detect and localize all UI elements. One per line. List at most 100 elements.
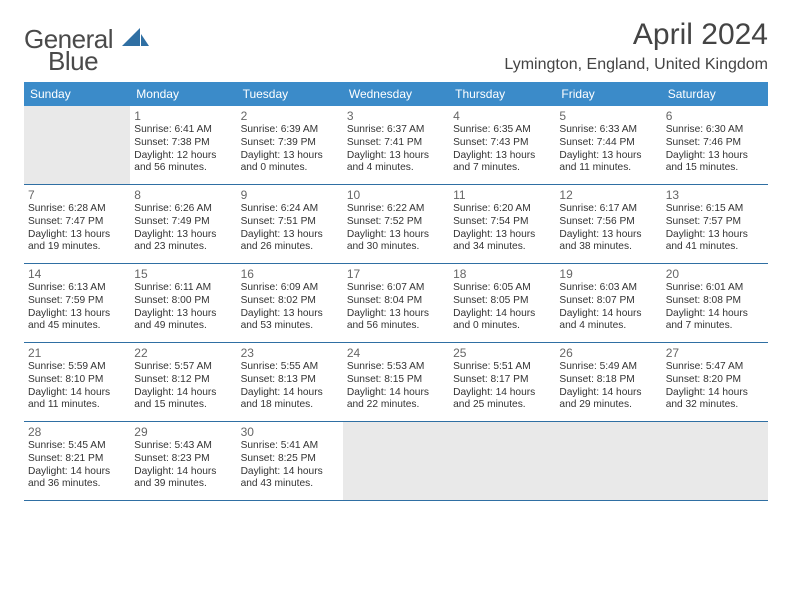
dayhead-sunday: Sunday (24, 82, 130, 106)
calendar-cell (449, 422, 555, 500)
day-info-line: Sunset: 8:17 PM (453, 374, 551, 387)
day-info-line: Sunrise: 6:26 AM (134, 203, 232, 216)
day-info-line: Sunset: 7:47 PM (28, 216, 126, 229)
day-info-line: Daylight: 12 hours (134, 150, 232, 163)
calendar-cell: 28Sunrise: 5:45 AMSunset: 8:21 PMDayligh… (24, 422, 130, 500)
calendar-cell: 16Sunrise: 6:09 AMSunset: 8:02 PMDayligh… (237, 264, 343, 342)
dayhead-saturday: Saturday (662, 82, 768, 106)
calendar-cell: 15Sunrise: 6:11 AMSunset: 8:00 PMDayligh… (130, 264, 236, 342)
day-info-line: Daylight: 14 hours (241, 466, 339, 479)
day-info-line: Sunrise: 5:49 AM (559, 361, 657, 374)
day-number: 12 (559, 188, 657, 202)
calendar-cell: 25Sunrise: 5:51 AMSunset: 8:17 PMDayligh… (449, 343, 555, 421)
weeks-container: 1Sunrise: 6:41 AMSunset: 7:38 PMDaylight… (24, 106, 768, 501)
day-number: 5 (559, 109, 657, 123)
day-info-line: Sunrise: 5:45 AM (28, 440, 126, 453)
day-number: 25 (453, 346, 551, 360)
day-info-line: Sunrise: 6:05 AM (453, 282, 551, 295)
day-info-line: Daylight: 13 hours (559, 150, 657, 163)
day-info-line: Daylight: 13 hours (28, 308, 126, 321)
day-number: 7 (28, 188, 126, 202)
dayhead-tuesday: Tuesday (237, 82, 343, 106)
day-info-line: and 56 minutes. (134, 162, 232, 175)
dayhead-thursday: Thursday (449, 82, 555, 106)
day-number: 2 (241, 109, 339, 123)
calendar-cell: 26Sunrise: 5:49 AMSunset: 8:18 PMDayligh… (555, 343, 661, 421)
day-number: 11 (453, 188, 551, 202)
day-info-line: Sunset: 8:18 PM (559, 374, 657, 387)
day-info-line: and 19 minutes. (28, 241, 126, 254)
day-info-line: Sunset: 8:15 PM (347, 374, 445, 387)
day-number: 29 (134, 425, 232, 439)
day-info-line: Sunset: 8:23 PM (134, 453, 232, 466)
logo-text-blue: Blue (48, 46, 98, 76)
day-info-line: Sunset: 8:20 PM (666, 374, 764, 387)
day-info-line: Daylight: 13 hours (559, 229, 657, 242)
logo-sail-icon (122, 24, 150, 55)
day-number: 6 (666, 109, 764, 123)
day-number: 14 (28, 267, 126, 281)
day-number: 10 (347, 188, 445, 202)
day-number: 8 (134, 188, 232, 202)
day-info-line: Sunrise: 5:51 AM (453, 361, 551, 374)
header-right: April 2024 Lymington, England, United Ki… (504, 18, 768, 74)
calendar-cell: 4Sunrise: 6:35 AMSunset: 7:43 PMDaylight… (449, 106, 555, 184)
day-info-line: and 38 minutes. (559, 241, 657, 254)
day-info-line: Daylight: 13 hours (241, 229, 339, 242)
day-info-line: Sunrise: 5:55 AM (241, 361, 339, 374)
day-info-line: Daylight: 13 hours (347, 308, 445, 321)
day-number: 17 (347, 267, 445, 281)
calendar-cell: 10Sunrise: 6:22 AMSunset: 7:52 PMDayligh… (343, 185, 449, 263)
day-info-line: Sunset: 8:04 PM (347, 295, 445, 308)
day-info-line: Sunset: 7:38 PM (134, 137, 232, 150)
day-info-line: and 0 minutes. (453, 320, 551, 333)
day-info-line: Daylight: 14 hours (134, 387, 232, 400)
day-info-line: Sunrise: 5:41 AM (241, 440, 339, 453)
day-info-line: Sunset: 7:54 PM (453, 216, 551, 229)
day-info-line: and 4 minutes. (347, 162, 445, 175)
day-info-line: Sunset: 8:00 PM (134, 295, 232, 308)
day-header-row: Sunday Monday Tuesday Wednesday Thursday… (24, 82, 768, 106)
day-number: 1 (134, 109, 232, 123)
day-info-line: Sunset: 7:39 PM (241, 137, 339, 150)
day-number: 23 (241, 346, 339, 360)
calendar-cell: 24Sunrise: 5:53 AMSunset: 8:15 PMDayligh… (343, 343, 449, 421)
day-info-line: and 15 minutes. (666, 162, 764, 175)
calendar-cell: 8Sunrise: 6:26 AMSunset: 7:49 PMDaylight… (130, 185, 236, 263)
calendar-cell: 18Sunrise: 6:05 AMSunset: 8:05 PMDayligh… (449, 264, 555, 342)
day-info-line: Sunrise: 6:13 AM (28, 282, 126, 295)
day-info-line: Sunset: 8:08 PM (666, 295, 764, 308)
calendar-cell: 11Sunrise: 6:20 AMSunset: 7:54 PMDayligh… (449, 185, 555, 263)
day-info-line: and 23 minutes. (134, 241, 232, 254)
day-info-line: Daylight: 13 hours (28, 229, 126, 242)
day-info-line: Sunrise: 5:53 AM (347, 361, 445, 374)
day-info-line: Sunrise: 6:41 AM (134, 124, 232, 137)
calendar-cell: 3Sunrise: 6:37 AMSunset: 7:41 PMDaylight… (343, 106, 449, 184)
logo: General Blue (24, 18, 150, 55)
calendar-cell: 20Sunrise: 6:01 AMSunset: 8:08 PMDayligh… (662, 264, 768, 342)
day-info-line: and 41 minutes. (666, 241, 764, 254)
dayhead-friday: Friday (555, 82, 661, 106)
day-info-line: Sunset: 7:56 PM (559, 216, 657, 229)
day-number: 3 (347, 109, 445, 123)
day-info-line: Sunrise: 5:43 AM (134, 440, 232, 453)
calendar-cell: 7Sunrise: 6:28 AMSunset: 7:47 PMDaylight… (24, 185, 130, 263)
day-info-line: and 7 minutes. (453, 162, 551, 175)
day-number: 28 (28, 425, 126, 439)
day-info-line: Daylight: 13 hours (666, 229, 764, 242)
day-info-line: Sunset: 7:46 PM (666, 137, 764, 150)
day-info-line: Daylight: 14 hours (559, 387, 657, 400)
day-info-line: Sunset: 7:41 PM (347, 137, 445, 150)
day-info-line: Sunrise: 6:22 AM (347, 203, 445, 216)
day-info-line: and 32 minutes. (666, 399, 764, 412)
day-info-line: Sunrise: 6:03 AM (559, 282, 657, 295)
week-row: 21Sunrise: 5:59 AMSunset: 8:10 PMDayligh… (24, 342, 768, 421)
page-header: General Blue April 2024 Lymington, Engla… (24, 18, 768, 74)
day-number: 26 (559, 346, 657, 360)
calendar-cell: 14Sunrise: 6:13 AMSunset: 7:59 PMDayligh… (24, 264, 130, 342)
calendar-cell: 29Sunrise: 5:43 AMSunset: 8:23 PMDayligh… (130, 422, 236, 500)
day-number: 13 (666, 188, 764, 202)
calendar-cell: 12Sunrise: 6:17 AMSunset: 7:56 PMDayligh… (555, 185, 661, 263)
day-info-line: Daylight: 13 hours (347, 150, 445, 163)
calendar: Sunday Monday Tuesday Wednesday Thursday… (24, 82, 768, 501)
